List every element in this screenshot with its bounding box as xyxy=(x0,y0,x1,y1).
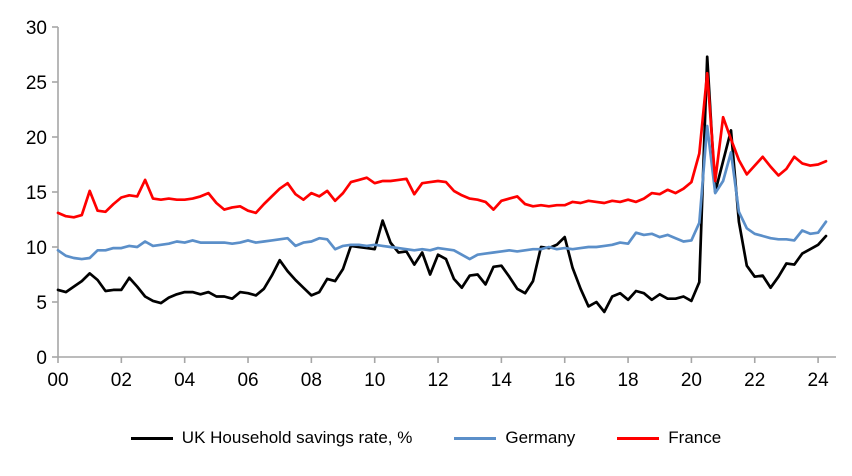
y-tick-label: 25 xyxy=(26,73,47,94)
series-line-0 xyxy=(56,55,828,314)
x-tick-label: 00 xyxy=(47,370,68,391)
x-tick-label: 22 xyxy=(744,370,765,391)
y-tick-label: 30 xyxy=(26,18,47,39)
x-tick-label: 02 xyxy=(111,370,132,391)
france-line-swatch xyxy=(617,436,660,440)
line-chart-plot-area: 0 5 10 15 20 25 30 00 02 04 06 08 10 12 14 16 18 20 22 24 xyxy=(26,18,836,391)
series-line-2 xyxy=(56,71,828,219)
series-line-1 xyxy=(56,124,828,261)
legend-label-germany: Germany xyxy=(505,428,576,447)
x-tick-label: 24 xyxy=(808,370,830,391)
x-tick-label: 10 xyxy=(364,370,385,391)
legend-item-germany: Germany xyxy=(454,428,575,448)
y-tick-label: 15 xyxy=(26,183,47,204)
x-tick-label: 06 xyxy=(237,370,258,391)
x-tick-label: 14 xyxy=(491,370,513,391)
y-tick-label: 0 xyxy=(36,348,47,369)
x-tick-label: 16 xyxy=(554,370,575,391)
y-tick-label: 5 xyxy=(36,293,47,314)
x-tick-label: 08 xyxy=(301,370,322,391)
uk-line-swatch xyxy=(130,436,173,440)
legend-label-uk: UK Household savings rate, % xyxy=(181,428,413,447)
germany-line-swatch xyxy=(454,436,497,440)
legend-item-uk: UK Household savings rate, % xyxy=(130,428,413,448)
x-tick-label: 20 xyxy=(681,370,702,391)
x-tick-label: 12 xyxy=(427,370,448,391)
y-tick-label: 20 xyxy=(26,128,47,149)
legend-label-france: France xyxy=(668,428,722,447)
chart-legend: UK Household savings rate, % Germany Fra… xyxy=(0,428,852,448)
x-tick-label: 04 xyxy=(174,370,196,391)
x-tick-label: 18 xyxy=(617,370,638,391)
legend-item-france: France xyxy=(617,428,721,448)
y-tick-label: 10 xyxy=(26,238,47,259)
